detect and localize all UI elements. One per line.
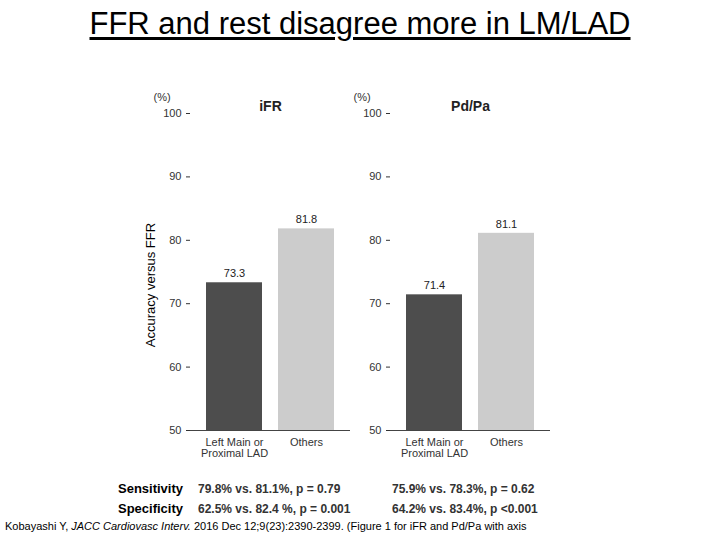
svg-text:Others: Others <box>290 436 324 448</box>
svg-text:81.8: 81.8 <box>296 213 317 225</box>
html-text:Accuracy versus FFR: Accuracy versus FFR <box>142 222 158 348</box>
svg-text:60: 60 <box>369 361 381 373</box>
svg-text:80: 80 <box>369 234 381 246</box>
svg-text:60: 60 <box>169 361 181 373</box>
svg-text:80: 80 <box>169 234 181 246</box>
svg-text:73.3: 73.3 <box>224 267 245 279</box>
html-text:Sensitivity: Sensitivity <box>118 481 183 496</box>
svg-text:Pd/Pa: Pd/Pa <box>451 98 490 114</box>
svg-text:(%): (%) <box>354 91 371 103</box>
svg-text:iFR: iFR <box>259 98 282 114</box>
svg-text:50: 50 <box>369 424 381 436</box>
html-text:FFR and rest disagree more in: FFR and rest disagree more in LM/LAD <box>89 6 631 41</box>
svg-text:Left Main orProximal LAD: Left Main orProximal LAD <box>401 436 468 459</box>
svg-text:50: 50 <box>169 424 181 436</box>
svg-text:100: 100 <box>363 107 381 119</box>
html-text:75.9% vs. 78.3%, p = 0.62: 75.9% vs. 78.3%, p = 0.62 <box>392 482 535 496</box>
html-text:Kobayashi Y, JACC Cardiovasc I: Kobayashi Y, JACC Cardiovasc Interv. 201… <box>5 520 527 532</box>
svg-text:90: 90 <box>169 170 181 182</box>
svg-text:90: 90 <box>369 170 381 182</box>
svg-text:(%): (%) <box>154 91 171 103</box>
html-text:Specificity: Specificity <box>118 501 183 516</box>
html-text:79.8% vs. 81.1%, p = 0.79: 79.8% vs. 81.1%, p = 0.79 <box>198 482 341 496</box>
svg-text:70: 70 <box>169 297 181 309</box>
html-text:64.2% vs. 83.4%, p <0.001: 64.2% vs. 83.4%, p <0.001 <box>392 502 538 516</box>
html-text:62.5% vs. 82.4 %, p = 0.001: 62.5% vs. 82.4 %, p = 0.001 <box>198 502 351 516</box>
svg-text:Others: Others <box>490 436 524 448</box>
svg-text:100: 100 <box>163 107 181 119</box>
svg-text:81.1: 81.1 <box>496 218 517 230</box>
svg-text:71.4: 71.4 <box>424 279 445 291</box>
svg-text:70: 70 <box>369 297 381 309</box>
svg-text:Left Main orProximal LAD: Left Main orProximal LAD <box>201 436 268 459</box>
